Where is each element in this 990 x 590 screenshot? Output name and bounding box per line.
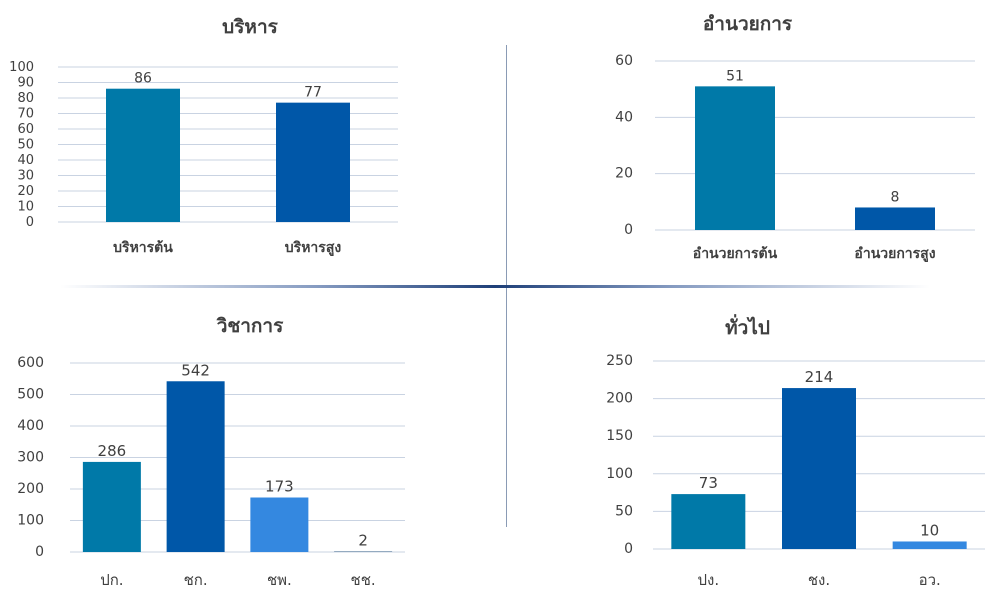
y-tick-label: 0 (35, 544, 44, 560)
y-tick-label: 20 (17, 184, 34, 199)
x-tick-label: อำนวยการต้น (693, 246, 778, 262)
x-tick-label: ชก. (184, 571, 208, 589)
y-tick-label: 0 (26, 215, 34, 230)
y-tick-label: 600 (17, 355, 44, 371)
chart-plot-general: 0 50 100 150 200 250 73 ปง. 214 ชง. 10 อว. (606, 353, 985, 589)
data-label: 8 (891, 189, 900, 205)
y-tick-label: 40 (17, 153, 34, 168)
data-label: 286 (98, 442, 127, 460)
bar (782, 388, 856, 549)
y-tick-label: 40 (615, 109, 633, 125)
y-tick-label: 100 (17, 513, 44, 529)
bar (276, 102, 350, 222)
y-tick-label: 20 (615, 166, 633, 182)
x-tick-label: ปก. (100, 571, 123, 589)
chart-panel-director: อำนวยการ 0 20 40 60 51 อำนวยการต้น 8 อำนวยการสู… (505, 0, 990, 285)
bar (82, 461, 141, 552)
y-tick-label: 0 (624, 541, 633, 557)
y-tick-label: 50 (17, 138, 34, 153)
y-tick-label: 90 (17, 76, 34, 91)
chart-title: บริหาร (222, 16, 278, 38)
data-label: 77 (304, 85, 322, 101)
y-tick-label: 0 (624, 222, 633, 238)
bar (106, 88, 180, 222)
chart-panel-executive: บริหาร 0 10 20 30 40 50 60 70 80 90 100 86 บริหารต้น… (0, 0, 500, 285)
y-tick-label: 300 (17, 450, 44, 466)
y-tick-label: 100 (606, 466, 633, 482)
bar (250, 497, 309, 552)
y-tick-label: 60 (17, 122, 34, 137)
data-label: 2 (358, 531, 368, 549)
y-tick-label: 200 (17, 481, 44, 497)
bar (671, 494, 746, 549)
chart-title: ทั่วไป (725, 317, 770, 339)
y-tick-label: 80 (17, 91, 34, 106)
y-tick-label: 60 (615, 53, 633, 69)
data-label: 542 (181, 361, 210, 379)
y-tick-label: 250 (606, 353, 633, 369)
chart-title: อำนวยการ (702, 13, 793, 35)
data-label: 73 (699, 474, 718, 492)
horizontal-divider (60, 285, 930, 288)
y-tick-label: 200 (606, 391, 633, 407)
data-label: 51 (726, 68, 744, 84)
data-label: 10 (920, 521, 939, 539)
data-label: 173 (265, 478, 294, 496)
bar (334, 551, 393, 552)
chart-plot-director: 0 20 40 60 51 อำนวยการต้น 8 อำนวยการสูง (615, 53, 975, 262)
y-tick-label: 50 (615, 503, 633, 519)
x-tick-label: อำนวยการสูง (854, 246, 935, 262)
y-tick-label: 500 (17, 387, 44, 403)
x-tick-label: ชช. (351, 571, 376, 589)
y-tick-label: 400 (17, 418, 44, 434)
x-tick-label: ชพ. (267, 571, 292, 589)
bar (695, 86, 775, 230)
chart-panel-general: ทั่วไป 0 50 100 150 200 250 73 ปง. 214 ชง. 10 อว. (505, 295, 990, 590)
x-tick-label: ชง. (808, 571, 830, 589)
chart-plot-academic: 0 100 200 300 400 500 600 286 ปก. 542 ชก. 173 ชพ. 2 ชช… (17, 355, 405, 589)
x-tick-label: บริหารต้น (113, 240, 173, 256)
y-tick-label: 100 (9, 60, 34, 75)
y-tick-label: 10 (17, 200, 34, 215)
x-tick-label: บริหารสูง (285, 240, 342, 256)
x-tick-label: ปง. (698, 571, 720, 589)
bar (166, 381, 225, 552)
y-tick-label: 30 (17, 169, 34, 184)
bar (892, 541, 967, 549)
x-tick-label: อว. (919, 571, 941, 589)
y-tick-label: 150 (606, 428, 633, 444)
chart-title: วิชาการ (216, 315, 284, 337)
data-label: 86 (134, 71, 152, 87)
y-tick-label: 70 (17, 107, 34, 122)
bar (855, 207, 935, 230)
chart-panel-academic: วิชาการ 0 100 200 300 400 500 600 286 ปก. 542 ชก. 1… (0, 295, 500, 590)
data-label: 214 (805, 368, 834, 386)
